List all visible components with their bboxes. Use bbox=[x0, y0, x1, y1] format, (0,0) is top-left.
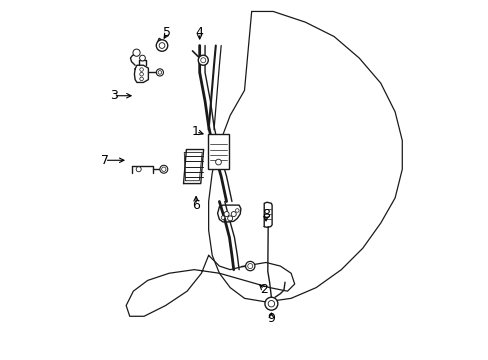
Circle shape bbox=[156, 69, 163, 76]
Circle shape bbox=[139, 55, 145, 61]
Circle shape bbox=[267, 301, 274, 307]
Circle shape bbox=[245, 261, 254, 271]
Text: 1: 1 bbox=[192, 125, 200, 138]
Text: 5: 5 bbox=[163, 27, 171, 40]
Circle shape bbox=[264, 297, 277, 310]
Circle shape bbox=[158, 71, 162, 74]
Circle shape bbox=[231, 212, 236, 217]
Text: 3: 3 bbox=[109, 89, 117, 102]
Circle shape bbox=[140, 72, 143, 76]
Text: 4: 4 bbox=[195, 27, 203, 40]
Circle shape bbox=[159, 42, 164, 48]
Circle shape bbox=[133, 49, 140, 56]
FancyBboxPatch shape bbox=[207, 134, 228, 169]
Circle shape bbox=[224, 212, 228, 217]
Circle shape bbox=[221, 216, 224, 220]
Circle shape bbox=[160, 165, 167, 173]
Circle shape bbox=[140, 68, 143, 71]
Circle shape bbox=[201, 58, 205, 63]
Text: 9: 9 bbox=[267, 311, 275, 325]
Text: 6: 6 bbox=[192, 199, 200, 212]
Text: 2: 2 bbox=[260, 283, 267, 296]
Circle shape bbox=[162, 167, 165, 171]
Circle shape bbox=[247, 264, 252, 269]
Circle shape bbox=[227, 216, 232, 221]
Text: 7: 7 bbox=[101, 154, 108, 167]
Circle shape bbox=[156, 40, 167, 51]
Circle shape bbox=[235, 209, 239, 212]
Text: 8: 8 bbox=[262, 208, 269, 221]
Circle shape bbox=[136, 167, 141, 172]
Circle shape bbox=[198, 55, 208, 65]
Circle shape bbox=[140, 77, 143, 81]
Circle shape bbox=[215, 159, 221, 165]
